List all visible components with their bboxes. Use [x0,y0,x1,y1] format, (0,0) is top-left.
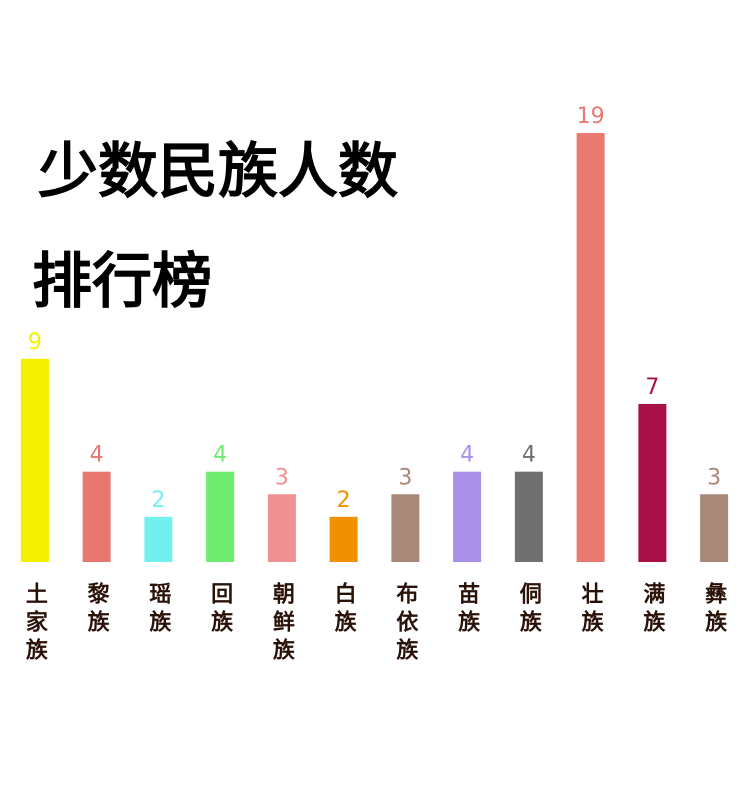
bar [82,471,111,562]
x-tick-label: 壮族 [578,582,604,638]
value-label: 4 [460,443,474,468]
bar [514,471,543,562]
value-label: 4 [522,443,536,468]
bar [329,516,358,562]
bar [267,494,296,562]
x-tick-label: 满族 [639,582,665,638]
x-tick-label: 土家族 [22,582,48,666]
x-tick-label: 布依族 [392,581,418,666]
bar [391,494,420,562]
x-tick-label: 瑶族 [145,582,171,638]
value-label: 4 [90,443,104,468]
value-label: 3 [275,465,289,490]
value-label: 2 [337,488,351,513]
value-label: 2 [151,488,165,513]
x-tick-label: 黎族 [84,581,110,638]
bar [576,133,605,562]
x-tick-label: 彝族 [701,581,727,638]
x-tick-label: 苗族 [454,582,480,638]
chart-title: 排行榜 [32,247,212,317]
chart-title: 少数民族人数 [38,137,398,207]
bar [20,358,49,562]
x-tick-label: 朝鲜族 [269,581,295,666]
bar [144,516,173,562]
bar [206,471,235,562]
value-label: 3 [398,465,412,490]
bar [453,471,482,562]
value-label: 3 [707,465,721,490]
value-label: 19 [577,104,605,129]
x-tick-label: 白族 [331,581,357,638]
value-label: 4 [213,443,227,468]
value-label: 7 [645,375,659,400]
x-tick-label: 回族 [207,582,233,638]
bar [700,494,729,562]
bar [638,403,667,562]
x-tick-label: 侗族 [516,582,543,638]
value-label: 9 [28,330,42,355]
